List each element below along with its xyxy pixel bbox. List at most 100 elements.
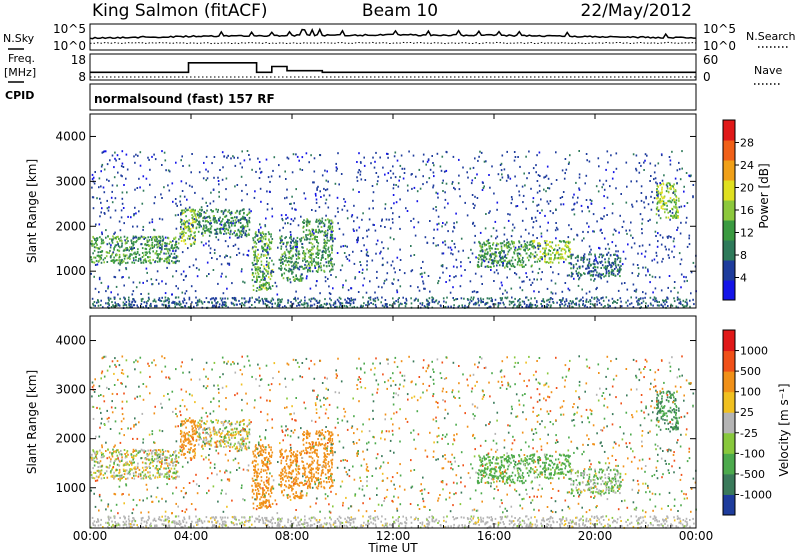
- power-echo-point: [256, 287, 259, 289]
- power-echo-point: [661, 260, 663, 263]
- power-echo-point: [320, 269, 323, 272]
- power-echo-point: [295, 188, 297, 191]
- power-echo-point: [677, 216, 679, 219]
- power-echo-point: [315, 300, 318, 302]
- power-echo-point: [287, 269, 290, 272]
- power-echo-point: [584, 272, 586, 275]
- power-echo-point: [365, 304, 367, 307]
- power-echo-point: [116, 254, 118, 256]
- power-echo-point: [567, 236, 570, 239]
- power-echo-point: [294, 279, 296, 282]
- power-echo-point: [195, 296, 197, 299]
- power-echo-point: [662, 236, 664, 239]
- power-echo-point: [625, 301, 627, 304]
- power-echo-point: [505, 264, 508, 267]
- power-echo-point: [305, 302, 308, 305]
- power-echo-point: [247, 249, 250, 252]
- power-echo-point: [233, 156, 235, 159]
- power-echo-point: [334, 306, 336, 309]
- power-echo-point: [626, 232, 628, 235]
- power-echo-point: [498, 251, 500, 254]
- power-echo-point: [664, 299, 667, 302]
- power-echo-point: [564, 303, 567, 306]
- power-echo-point: [290, 301, 292, 303]
- power-echo-point: [266, 260, 268, 263]
- power-echo-point: [236, 236, 239, 239]
- power-echo-point: [260, 253, 263, 256]
- power-echo-point: [155, 236, 158, 239]
- power-echo-point: [526, 256, 529, 259]
- power-echo-point: [331, 251, 333, 254]
- power-echo-point: [507, 245, 510, 248]
- power-echo-point: [293, 202, 295, 205]
- power-echo-point: [673, 256, 675, 259]
- power-echo-point: [265, 281, 268, 284]
- power-echo-point: [530, 252, 532, 255]
- velocity-echo-point: [172, 462, 174, 465]
- velocity-echo-point: [94, 451, 96, 454]
- power-echo-point: [258, 268, 260, 271]
- power-echo-point: [585, 174, 588, 177]
- power-echo-point: [494, 298, 497, 301]
- power-echo-point: [512, 265, 515, 268]
- power-echo-point: [470, 182, 473, 185]
- power-echo-point: [671, 250, 673, 253]
- power-echo-point: [193, 211, 195, 214]
- power-echo-point: [577, 274, 579, 277]
- power-echo-point: [608, 262, 611, 265]
- power-echo-point: [264, 287, 266, 290]
- velocity-echo-point: [149, 477, 151, 480]
- power-echo-point: [513, 251, 515, 254]
- power-echo-point: [253, 263, 255, 266]
- power-echo-point: [315, 218, 318, 221]
- power-echo-point: [100, 299, 102, 302]
- power-echo-point: [272, 271, 275, 273]
- power-echo-point: [658, 301, 660, 303]
- power-echo-point: [298, 159, 300, 162]
- power-echo-point: [491, 261, 494, 263]
- power-echo-point: [477, 261, 480, 264]
- power-echo-point: [514, 248, 516, 251]
- power-echo-point: [289, 304, 292, 307]
- power-echo-point: [208, 222, 211, 225]
- power-echo-point: [147, 260, 150, 263]
- power-echo-point: [173, 301, 176, 304]
- power-echo-point: [164, 296, 167, 299]
- velocity-echo-point: [131, 463, 133, 466]
- velocity-echo-point: [176, 470, 179, 473]
- colorbar-tick-label: 20: [740, 182, 754, 195]
- power-echo-point: [132, 281, 135, 284]
- power-echo-point: [122, 301, 125, 304]
- power-echo-point: [276, 305, 279, 308]
- power-echo-point: [120, 165, 123, 168]
- noise-tick-left-high: 10^5: [53, 22, 86, 36]
- power-echo-point: [155, 243, 158, 246]
- power-echo-point: [212, 218, 215, 221]
- power-echo-point: [242, 231, 245, 234]
- power-echo-point: [127, 215, 129, 218]
- power-echo-point: [118, 245, 120, 248]
- power-echo-point: [592, 267, 595, 269]
- power-echo-point: [502, 262, 504, 265]
- power-echo-point: [280, 300, 283, 303]
- power-echo-point: [181, 155, 183, 158]
- power-echo-point: [536, 278, 538, 281]
- freq-series: [90, 62, 696, 74]
- velocity-echo-point: [135, 471, 137, 474]
- velocity-echo-point: [137, 451, 139, 454]
- power-echo-point: [440, 169, 443, 172]
- power-echo-point: [241, 234, 243, 236]
- power-echo-point: [305, 277, 308, 280]
- velocity-echo-point: [161, 473, 163, 476]
- power-echo-point: [135, 241, 137, 244]
- power-echo-point: [225, 254, 227, 257]
- power-echo-point: [382, 166, 384, 169]
- power-echo-point: [241, 166, 243, 169]
- power-echo-point: [521, 289, 524, 292]
- power-echo-point: [384, 203, 387, 206]
- power-echo-point: [287, 299, 290, 302]
- power-echo-point: [676, 296, 679, 299]
- power-echo-point: [670, 188, 672, 191]
- power-echo-point: [281, 274, 283, 277]
- power-echo-point: [671, 150, 673, 153]
